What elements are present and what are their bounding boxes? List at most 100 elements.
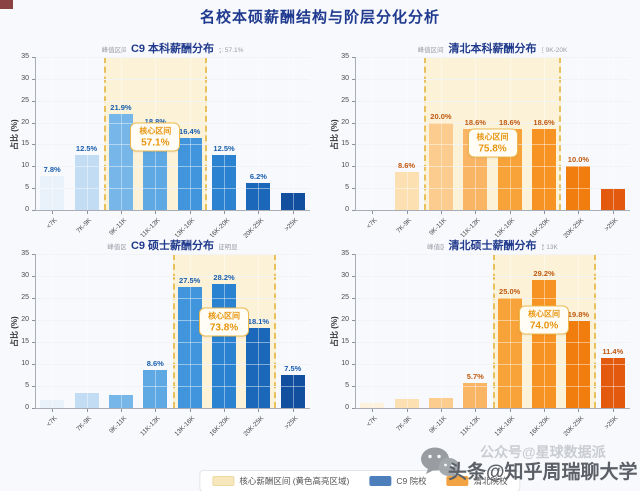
y-tick — [352, 364, 355, 365]
x-tick-label: >25K — [603, 415, 620, 431]
x-tick — [189, 409, 191, 412]
badge-line1: 核心区间 — [476, 132, 509, 142]
y-tick — [352, 188, 355, 190]
y-axis-line — [355, 57, 356, 210]
x-tick — [372, 409, 374, 412]
y-tick-label: 30 — [21, 74, 29, 82]
x-tick-label: >25K — [283, 217, 300, 233]
y-tick — [352, 166, 355, 168]
white-gridline-v — [258, 254, 260, 408]
bar-value-label: 7.5% — [284, 364, 302, 373]
x-tick-label: 11K-13K — [139, 415, 163, 438]
badge-line1: 核心区间 — [528, 309, 561, 319]
y-tick-label: 20 — [341, 118, 349, 126]
bar-value-label: 16.4% — [179, 127, 201, 137]
y-tick-label: 35 — [341, 53, 349, 60]
white-gridline-h — [35, 298, 310, 299]
y-tick — [352, 320, 355, 321]
gridline — [35, 364, 310, 365]
chart-subtitle: 峰值区间: 9K-11K (21.9%) | 核心区间占比: 57.1% — [101, 47, 244, 54]
white-gridline-v — [440, 57, 442, 210]
legend-item-core-range: 核心薪酬区间 (黄色高亮区域) — [212, 475, 349, 487]
y-tick-label: 10 — [21, 360, 29, 367]
badge-line1: 核心区间 — [139, 126, 172, 136]
y-axis-title: 占比 (%) — [330, 316, 339, 347]
bar-value-label: 10.0% — [567, 155, 590, 165]
white-gridline-v — [612, 254, 614, 408]
y-tick — [32, 364, 35, 365]
white-gridline-v — [86, 254, 88, 408]
x-tick-label: <7K — [365, 415, 380, 429]
white-gridline-v — [578, 254, 580, 408]
x-tick — [258, 409, 260, 412]
white-gridline-v — [475, 254, 477, 408]
gridline — [35, 166, 310, 168]
gridline — [355, 342, 630, 343]
x-tick — [509, 409, 511, 412]
gridline — [355, 320, 630, 321]
x-tick-label: 7K-9K — [395, 415, 414, 433]
y-axis-title: 占比 (%) — [330, 118, 339, 150]
chart-subtitle: 峰值区间: 16K-20K (28.2%) | 右偏态特征明显 — [107, 244, 238, 251]
bar — [108, 114, 133, 210]
y-tick-label: 30 — [21, 272, 29, 279]
x-tick — [406, 409, 408, 412]
white-gridline-h — [35, 276, 310, 277]
white-gridline-h — [35, 188, 310, 190]
x-tick — [406, 211, 408, 214]
bar — [497, 298, 522, 408]
y-tick — [352, 254, 355, 255]
x-tick — [578, 211, 580, 214]
wechat-icon — [421, 447, 460, 478]
white-gridline-v — [292, 254, 294, 408]
white-gridline-h — [355, 57, 630, 58]
bar-value-label: 12.5% — [213, 144, 235, 154]
bar-value-label: 8.6% — [146, 359, 164, 369]
gridline — [355, 57, 630, 58]
bar-value-label: 6.2% — [249, 171, 267, 181]
white-gridline-h — [35, 78, 310, 80]
x-tick-label: 11K-13K — [459, 217, 483, 240]
y-tick-label: 15 — [341, 140, 349, 148]
gridline — [35, 254, 310, 255]
x-tick-label: 7K-9K — [75, 415, 94, 433]
bar — [74, 155, 99, 210]
y-tick — [32, 78, 35, 80]
x-tick-label: 11K-13K — [459, 415, 483, 438]
white-gridline-h — [35, 386, 310, 387]
bar-value-label: 18.6% — [533, 117, 555, 127]
white-gridline-v — [372, 254, 374, 408]
bar — [360, 403, 385, 408]
y-tick-label: 0 — [25, 404, 29, 411]
y-axis-line — [35, 57, 36, 210]
bar-value-label: 29.2% — [533, 268, 555, 278]
x-tick — [440, 409, 442, 412]
y-tick-label: 10 — [341, 162, 349, 170]
x-tick-label: >25K — [283, 415, 300, 431]
bar-value-label: 7.8% — [43, 164, 61, 174]
white-gridline-v — [509, 254, 511, 408]
bar — [394, 399, 419, 408]
y-tick-label: 25 — [341, 294, 349, 301]
white-gridline-h — [355, 298, 630, 299]
white-gridline-v — [86, 57, 88, 210]
white-gridline-v — [52, 57, 54, 210]
y-tick-label: 10 — [341, 360, 349, 367]
x-tick — [578, 409, 580, 412]
core-range-badge: 核心区间 75.8% — [467, 128, 518, 158]
x-axis-line — [35, 408, 310, 409]
gridline — [35, 57, 310, 58]
y-tick — [32, 57, 35, 58]
bar-value-label: 18.6% — [499, 117, 521, 127]
x-tick — [544, 211, 546, 214]
legend-swatch-c9 — [369, 476, 392, 486]
legend: 核心薪酬区间 (黄色高亮区域) C9 院校 清北院校 — [199, 470, 521, 491]
x-tick-label: 9K-11K — [427, 217, 448, 237]
gridline — [355, 298, 630, 299]
watermark-back-text: 公众号@星球数据派 — [480, 444, 606, 460]
white-gridline-h — [355, 100, 630, 102]
x-tick-label: 13K-16K — [173, 415, 197, 438]
x-tick — [120, 409, 122, 412]
white-gridline-h — [355, 386, 630, 387]
